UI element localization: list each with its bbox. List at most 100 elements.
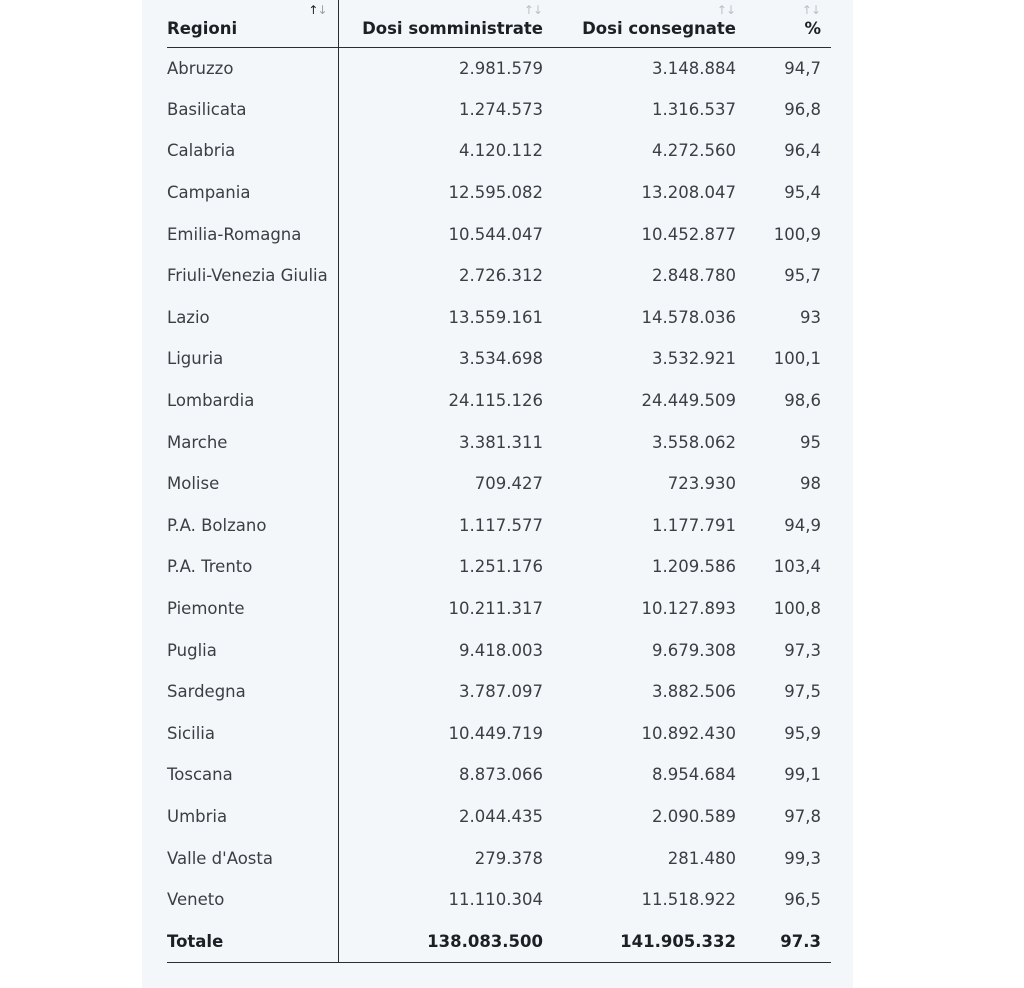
- delivered-cell: 1.209.586: [652, 557, 736, 577]
- delivered-cell: 281.480: [667, 848, 736, 868]
- region-cell: Emilia-Romagna: [167, 213, 339, 255]
- percent-cell: 93: [800, 307, 821, 327]
- percent-cell: 97,8: [784, 806, 821, 826]
- table-row: Campania 12.595.082 13.208.047 95,4: [167, 171, 831, 214]
- table-row: Friuli-Venezia Giulia 2.726.312 2.848.780 9…: [167, 254, 831, 297]
- delivered-cell: 4.272.560: [652, 141, 736, 161]
- delivered-cell: 2.848.780: [652, 266, 736, 286]
- region-cell: Basilicata: [167, 88, 339, 131]
- column-header-label: Regioni: [167, 18, 238, 38]
- table-row: Calabria 4.120.112 4.272.560 96,4: [167, 130, 831, 172]
- administered-cell: 1.117.577: [459, 515, 543, 535]
- vaccine-doses-table: ↑↓ Regioni ↑↓ Dosi somministrate ↑↓ Dosi…: [167, 0, 831, 963]
- region-cell: Piemonte: [167, 587, 339, 630]
- delivered-cell: 24.449.509: [641, 391, 736, 411]
- sort-icon[interactable]: ↑↓: [308, 3, 327, 17]
- delivered-cell: 8.954.684: [652, 765, 736, 785]
- administered-cell: 8.873.066: [459, 765, 543, 785]
- delivered-cell: 13.208.047: [641, 183, 736, 203]
- administered-cell: 10.449.719: [448, 723, 543, 743]
- sort-icon[interactable]: ↑↓: [523, 3, 543, 17]
- table-row: Molise 709.427 723.930 98: [167, 462, 831, 505]
- region-cell: Sicilia: [167, 712, 339, 755]
- region-cell: Abruzzo: [167, 47, 339, 89]
- table-row: Abruzzo 2.981.579 3.148.884 94,7: [167, 47, 831, 89]
- percent-cell: 103,4: [773, 557, 821, 577]
- administered-cell: 11.110.304: [448, 890, 543, 910]
- administered-cell: 2.726.312: [459, 266, 543, 286]
- column-header-dosi-consegnate[interactable]: ↑↓ Dosi consegnate: [553, 0, 746, 48]
- region-cell: Umbria: [167, 795, 339, 838]
- table-row: Veneto 11.110.304 11.518.922 96,5: [167, 878, 831, 921]
- table-row: Lombardia 24.115.126 24.449.509 98,6: [167, 379, 831, 422]
- administered-cell: 13.559.161: [448, 307, 543, 327]
- delivered-cell: 3.532.921: [652, 349, 736, 369]
- table-body: Abruzzo 2.981.579 3.148.884 94,7 Basilicata 1…: [167, 47, 831, 921]
- delivered-cell: 2.090.589: [652, 806, 736, 826]
- delivered-cell: 1.177.791: [652, 515, 736, 535]
- table-row: Sicilia 10.449.719 10.892.430 95,9: [167, 712, 831, 755]
- delivered-cell: 3.148.884: [652, 58, 736, 78]
- total-administered: 138.083.500: [338, 920, 553, 963]
- sort-icon[interactable]: ↑↓: [801, 3, 821, 17]
- delivered-cell: 14.578.036: [641, 307, 736, 327]
- percent-cell: 97,5: [784, 682, 821, 702]
- region-cell: Lazio: [167, 296, 339, 339]
- administered-cell: 1.274.573: [459, 99, 543, 119]
- percent-cell: 100,8: [773, 599, 821, 619]
- delivered-cell: 10.452.877: [641, 224, 736, 244]
- table-row: Emilia-Romagna 10.544.047 10.452.877 100,9: [167, 213, 831, 255]
- table-row: Sardegna 3.787.097 3.882.506 97,5: [167, 670, 831, 713]
- column-header-regioni[interactable]: ↑↓ Regioni: [167, 0, 339, 48]
- column-header-label: Dosi somministrate: [362, 18, 543, 38]
- administered-cell: 3.534.698: [459, 349, 543, 369]
- table-row: Puglia 9.418.003 9.679.308 97,3: [167, 629, 831, 671]
- region-cell: Valle d'Aosta: [167, 837, 339, 879]
- delivered-cell: 9.679.308: [652, 640, 736, 660]
- percent-cell: 97,3: [784, 640, 821, 660]
- table-row: Basilicata 1.274.573 1.316.537 96,8: [167, 88, 831, 131]
- region-cell: Calabria: [167, 130, 339, 172]
- percent-cell: 95,7: [784, 266, 821, 286]
- percent-cell: 95,4: [784, 183, 821, 203]
- delivered-cell: 723.930: [667, 474, 736, 494]
- table-header-row: ↑↓ Regioni ↑↓ Dosi somministrate ↑↓ Dosi…: [167, 0, 831, 48]
- administered-cell: 2.044.435: [459, 806, 543, 826]
- table-total-row: Totale 138.083.500 141.905.332 97.3: [167, 920, 831, 963]
- percent-cell: 99,3: [784, 848, 821, 868]
- percent-cell: 99,1: [784, 765, 821, 785]
- region-cell: P.A. Trento: [167, 546, 339, 588]
- percent-cell: 95,9: [784, 723, 821, 743]
- table-row: Piemonte 10.211.317 10.127.893 100,8: [167, 587, 831, 630]
- percent-cell: 96,8: [784, 99, 821, 119]
- region-cell: Sardegna: [167, 670, 339, 713]
- percent-cell: 96,5: [784, 890, 821, 910]
- region-cell: Marche: [167, 421, 339, 463]
- total-label: Totale: [167, 920, 339, 963]
- delivered-cell: 3.882.506: [652, 682, 736, 702]
- administered-cell: 3.787.097: [459, 682, 543, 702]
- administered-cell: 10.211.317: [448, 599, 543, 619]
- table-row: Lazio 13.559.161 14.578.036 93: [167, 296, 831, 339]
- region-cell: Puglia: [167, 629, 339, 671]
- administered-cell: 10.544.047: [448, 224, 543, 244]
- region-cell: Friuli-Venezia Giulia: [167, 254, 339, 297]
- administered-cell: 3.381.311: [459, 432, 543, 452]
- region-cell: Molise: [167, 462, 339, 505]
- column-header-percent[interactable]: ↑↓ %: [746, 0, 831, 48]
- sort-icon[interactable]: ↑↓: [716, 3, 736, 17]
- delivered-cell: 1.316.537: [652, 99, 736, 119]
- administered-cell: 2.981.579: [459, 58, 543, 78]
- table-row: P.A. Bolzano 1.117.577 1.177.791 94,9: [167, 504, 831, 547]
- region-cell: P.A. Bolzano: [167, 504, 339, 547]
- delivered-cell: 10.127.893: [641, 599, 736, 619]
- table-row: Marche 3.381.311 3.558.062 95: [167, 421, 831, 463]
- column-header-dosi-somministrate[interactable]: ↑↓ Dosi somministrate: [338, 0, 553, 48]
- delivered-cell: 10.892.430: [641, 723, 736, 743]
- administered-cell: 279.378: [474, 848, 543, 868]
- total-delivered: 141.905.332: [553, 920, 746, 963]
- percent-cell: 98,6: [784, 391, 821, 411]
- delivered-cell: 11.518.922: [641, 890, 736, 910]
- administered-cell: 4.120.112: [459, 141, 543, 161]
- column-header-label: Dosi consegnate: [582, 18, 736, 38]
